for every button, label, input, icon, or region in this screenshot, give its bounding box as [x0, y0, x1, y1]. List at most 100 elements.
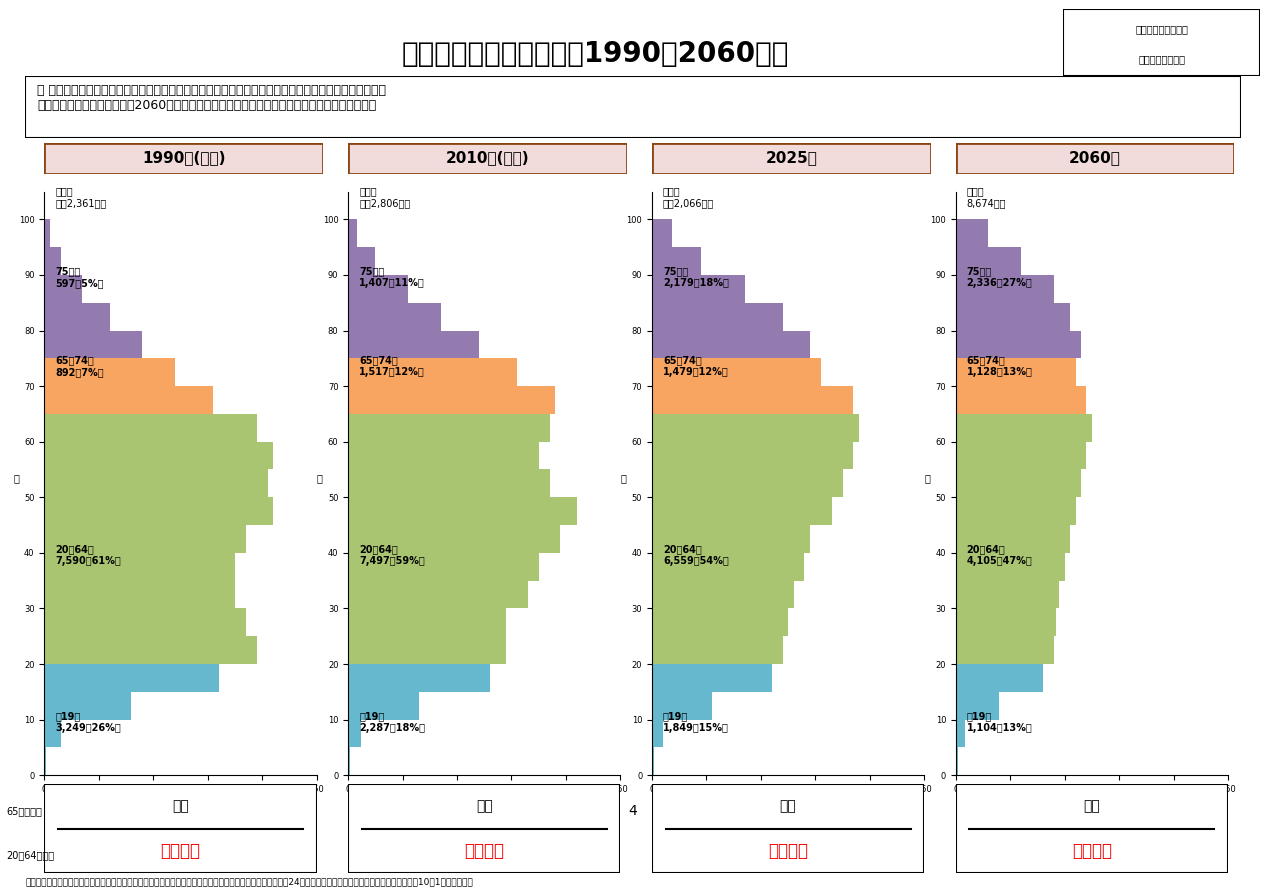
Bar — [956, 358, 1076, 386]
Text: １人: １人 — [1084, 799, 1100, 813]
Bar — [44, 358, 175, 386]
Bar — [348, 247, 376, 275]
Bar — [44, 748, 47, 775]
Bar — [44, 219, 49, 247]
Text: 4: 4 — [629, 805, 637, 818]
Bar — [44, 664, 219, 691]
Bar — [956, 720, 965, 748]
Bar — [956, 470, 1081, 497]
Bar — [652, 581, 794, 609]
Bar — [956, 664, 1043, 691]
Bar — [348, 691, 419, 720]
Bar — [44, 720, 61, 748]
Bar — [348, 275, 408, 303]
Text: 〜19歳
3,249（26%）: 〜19歳 3,249（26%） — [56, 711, 122, 732]
Bar — [956, 219, 989, 247]
Bar — [652, 720, 663, 748]
FancyBboxPatch shape — [956, 143, 1234, 174]
Bar — [652, 303, 782, 331]
Text: 〜19歳
2,287（18%）: 〜19歳 2,287（18%） — [360, 711, 425, 732]
FancyBboxPatch shape — [25, 76, 1241, 138]
Bar — [652, 552, 804, 581]
Bar — [44, 497, 273, 525]
FancyBboxPatch shape — [956, 784, 1228, 873]
Text: 人口ピラミッドの変化（1990〜2060年）: 人口ピラミッドの変化（1990〜2060年） — [401, 40, 789, 68]
Text: 総人口
１億2,806万人: 総人口 １億2,806万人 — [360, 186, 410, 208]
Text: 〜19歳
1,104（13%）: 〜19歳 1,104（13%） — [967, 711, 1033, 732]
Bar — [652, 664, 772, 691]
Text: 20〜64歳
4,105（47%）: 20〜64歳 4,105（47%） — [967, 544, 1033, 566]
Bar — [348, 442, 539, 470]
Text: 2025年: 2025年 — [766, 151, 817, 166]
Bar — [652, 609, 787, 636]
Text: 2010年(実績): 2010年(実績) — [446, 151, 529, 166]
Bar — [348, 609, 506, 636]
Bar — [652, 219, 671, 247]
Bar — [348, 552, 539, 581]
Bar — [652, 470, 842, 497]
Text: １人: １人 — [172, 799, 189, 813]
Text: 75歳〜
597（5%）: 75歳〜 597（5%） — [56, 266, 104, 288]
Text: 75歳〜
2,179（18%）: 75歳〜 2,179（18%） — [663, 266, 729, 288]
X-axis label: 万人: 万人 — [1086, 796, 1098, 805]
Text: 2060年: 2060年 — [1070, 151, 1120, 166]
Text: ５．１人: ５．１人 — [161, 842, 200, 860]
Bar — [956, 386, 1086, 414]
Text: 65〜74歳
1,517（12%）: 65〜74歳 1,517（12%） — [360, 356, 425, 377]
Bar — [956, 525, 1070, 552]
Bar — [956, 303, 1070, 331]
Bar — [652, 414, 858, 442]
Y-axis label: 歳: 歳 — [316, 473, 323, 483]
Bar — [348, 636, 506, 664]
Text: １．２人: １．２人 — [1072, 842, 1112, 860]
Bar — [956, 331, 1081, 358]
Text: 75歳〜
2,336（27%）: 75歳〜 2,336（27%） — [967, 266, 1033, 288]
Text: 65歳〜人口: 65歳〜人口 — [6, 805, 42, 816]
Bar — [652, 525, 810, 552]
Bar — [44, 414, 257, 442]
FancyBboxPatch shape — [652, 784, 924, 873]
Bar — [956, 414, 1091, 442]
Text: 20〜64歳
7,497（59%）: 20〜64歳 7,497（59%） — [360, 544, 425, 566]
Text: 総人口
１億2,066万人: 総人口 １億2,066万人 — [663, 186, 714, 208]
X-axis label: 万人: 万人 — [782, 796, 794, 805]
Bar — [956, 552, 1065, 581]
Bar — [348, 581, 528, 609]
Bar — [348, 386, 555, 414]
Bar — [956, 581, 1060, 609]
Bar — [652, 442, 853, 470]
Text: 〇 日本の人口構造の変化を見ると、現在１人の高齢者を２．６人で支えている社会構造になっており、
　少子高齢化が一層進行する2060年には１人の高齢者を１．２人で: 〇 日本の人口構造の変化を見ると、現在１人の高齢者を２．６人で支えている社会構造… — [38, 84, 386, 111]
FancyBboxPatch shape — [44, 784, 316, 873]
Bar — [348, 358, 517, 386]
Text: 20〜64歳
6,559（54%）: 20〜64歳 6,559（54%） — [663, 544, 729, 566]
Bar — [956, 748, 958, 775]
Bar — [44, 636, 257, 664]
Bar — [348, 331, 479, 358]
Bar — [44, 552, 235, 581]
Bar — [44, 470, 267, 497]
Text: 65〜74歳
1,128（13%）: 65〜74歳 1,128（13%） — [967, 356, 1033, 377]
Bar — [44, 581, 235, 609]
Text: １．８人: １．８人 — [768, 842, 808, 860]
Text: １人: １人 — [476, 799, 492, 813]
Bar — [348, 470, 549, 497]
FancyBboxPatch shape — [44, 143, 323, 174]
Bar — [956, 275, 1053, 303]
Bar — [348, 525, 561, 552]
Text: １人: １人 — [780, 799, 796, 813]
Text: 〜19歳
1,849（15%）: 〜19歳 1,849（15%） — [663, 711, 729, 732]
Bar — [652, 275, 744, 303]
Bar — [956, 442, 1086, 470]
Text: 総人口
8,674万人: 総人口 8,674万人 — [967, 186, 1006, 208]
Bar — [348, 497, 577, 525]
Bar — [44, 691, 132, 720]
Bar — [44, 609, 246, 636]
Text: 65〜74歳
1,479（12%）: 65〜74歳 1,479（12%） — [663, 356, 729, 377]
Bar — [652, 386, 853, 414]
Bar — [44, 303, 110, 331]
Bar — [44, 275, 82, 303]
X-axis label: 万人: 万人 — [479, 796, 490, 805]
Bar — [956, 609, 1056, 636]
Text: 1990年(実績): 1990年(実績) — [142, 151, 225, 166]
Bar — [348, 303, 441, 331]
